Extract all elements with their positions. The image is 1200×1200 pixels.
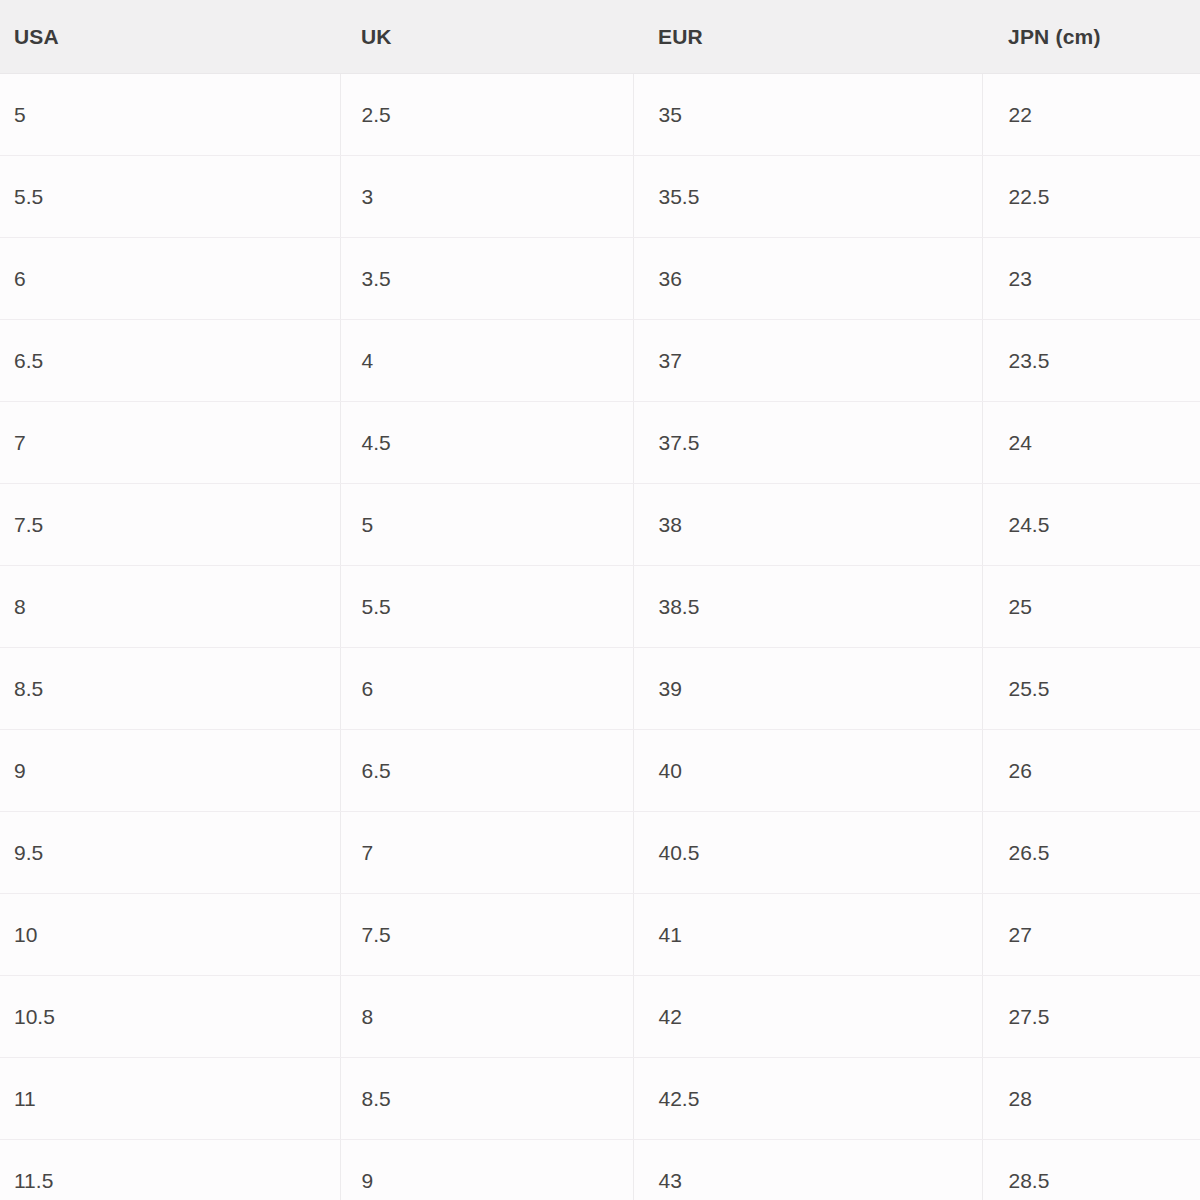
table-cell: 39	[633, 648, 982, 730]
table-cell: 28.5	[982, 1140, 1200, 1200]
table-cell: 4.5	[340, 402, 633, 484]
table-cell: 3	[340, 156, 633, 238]
table-cell: 26.5	[982, 812, 1200, 894]
column-header-usa: USA	[0, 0, 340, 74]
table-cell: 23	[982, 238, 1200, 320]
table-cell: 40	[633, 730, 982, 812]
table-cell: 4	[340, 320, 633, 402]
table-row: 107.54127	[0, 894, 1200, 976]
table-cell: 37	[633, 320, 982, 402]
table-cell: 5	[340, 484, 633, 566]
table-cell: 3.5	[340, 238, 633, 320]
table-cell: 38	[633, 484, 982, 566]
table-cell: 8	[340, 976, 633, 1058]
table-cell: 42	[633, 976, 982, 1058]
table-cell: 27.5	[982, 976, 1200, 1058]
table-cell: 6	[0, 238, 340, 320]
table-cell: 24	[982, 402, 1200, 484]
table-row: 5.5335.522.5	[0, 156, 1200, 238]
column-header-jpn: JPN (cm)	[982, 0, 1200, 74]
table-cell: 25.5	[982, 648, 1200, 730]
table-row: 8.563925.5	[0, 648, 1200, 730]
table-cell: 8.5	[340, 1058, 633, 1140]
table-row: 118.542.528	[0, 1058, 1200, 1140]
table-cell: 24.5	[982, 484, 1200, 566]
size-conversion-table: USA UK EUR JPN (cm) 52.535225.5335.522.5…	[0, 0, 1200, 1200]
table-cell: 7.5	[340, 894, 633, 976]
table-cell: 11.5	[0, 1140, 340, 1200]
table-cell: 43	[633, 1140, 982, 1200]
table-cell: 23.5	[982, 320, 1200, 402]
table-cell: 7.5	[0, 484, 340, 566]
table-body: 52.535225.5335.522.563.536236.543723.574…	[0, 74, 1200, 1200]
table-cell: 5.5	[0, 156, 340, 238]
table-cell: 6.5	[0, 320, 340, 402]
table-cell: 35	[633, 74, 982, 156]
table-cell: 40.5	[633, 812, 982, 894]
table-cell: 27	[982, 894, 1200, 976]
table-cell: 9.5	[0, 812, 340, 894]
table-row: 7.553824.5	[0, 484, 1200, 566]
table-cell: 7	[340, 812, 633, 894]
table-cell: 26	[982, 730, 1200, 812]
column-header-eur: EUR	[633, 0, 982, 74]
table-cell: 11	[0, 1058, 340, 1140]
table-cell: 10.5	[0, 976, 340, 1058]
table-cell: 37.5	[633, 402, 982, 484]
table-cell: 6.5	[340, 730, 633, 812]
table-row: 96.54026	[0, 730, 1200, 812]
table-cell: 41	[633, 894, 982, 976]
table-row: 6.543723.5	[0, 320, 1200, 402]
table-cell: 38.5	[633, 566, 982, 648]
table-cell: 22	[982, 74, 1200, 156]
table-cell: 7	[0, 402, 340, 484]
table-cell: 5	[0, 74, 340, 156]
table-cell: 42.5	[633, 1058, 982, 1140]
table-cell: 9	[0, 730, 340, 812]
header-row: USA UK EUR JPN (cm)	[0, 0, 1200, 74]
table-cell: 2.5	[340, 74, 633, 156]
table-cell: 8	[0, 566, 340, 648]
table-cell: 22.5	[982, 156, 1200, 238]
table-cell: 9	[340, 1140, 633, 1200]
table-cell: 8.5	[0, 648, 340, 730]
table-cell: 10	[0, 894, 340, 976]
table-cell: 25	[982, 566, 1200, 648]
column-header-uk: UK	[340, 0, 633, 74]
table-row: 11.594328.5	[0, 1140, 1200, 1200]
table-row: 63.53623	[0, 238, 1200, 320]
table-row: 9.5740.526.5	[0, 812, 1200, 894]
table-cell: 6	[340, 648, 633, 730]
table-cell: 35.5	[633, 156, 982, 238]
table-cell: 5.5	[340, 566, 633, 648]
table-cell: 36	[633, 238, 982, 320]
table-row: 74.537.524	[0, 402, 1200, 484]
table-header: USA UK EUR JPN (cm)	[0, 0, 1200, 74]
table-cell: 28	[982, 1058, 1200, 1140]
table-row: 52.53522	[0, 74, 1200, 156]
table-row: 85.538.525	[0, 566, 1200, 648]
table-row: 10.584227.5	[0, 976, 1200, 1058]
size-conversion-chart: USA UK EUR JPN (cm) 52.535225.5335.522.5…	[0, 0, 1200, 1200]
